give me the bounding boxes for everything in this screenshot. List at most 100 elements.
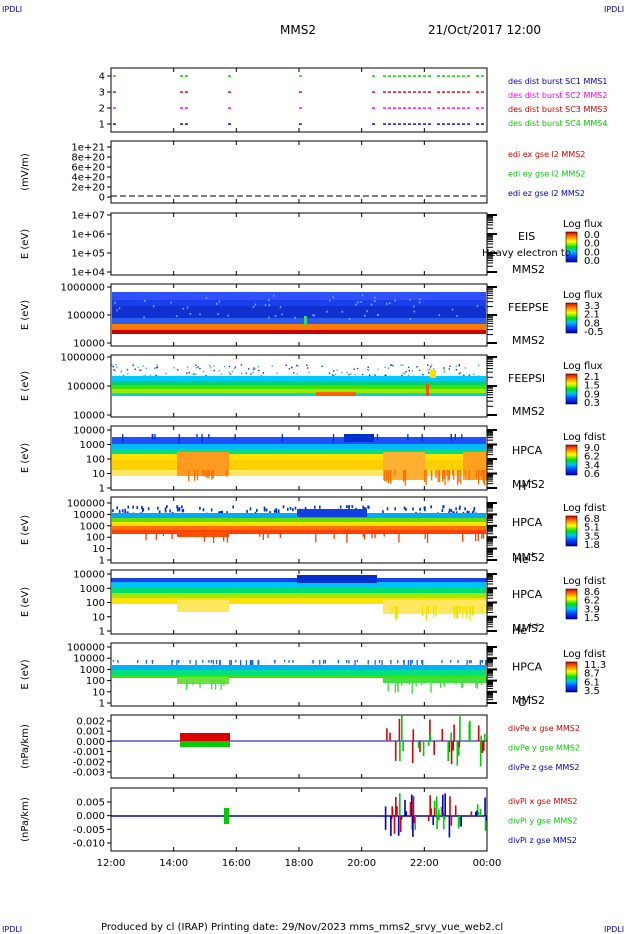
burst-mark xyxy=(452,91,455,93)
spectrogram-band xyxy=(112,530,486,534)
spectrogram-spike xyxy=(348,660,350,664)
spectrogram-speckle xyxy=(285,364,287,366)
spectrogram-speckle xyxy=(346,371,348,374)
spectrogram-band xyxy=(112,381,486,385)
spectrogram-spike xyxy=(235,660,237,663)
y-tick-label: 100000 xyxy=(67,643,105,654)
spectrogram-speckle xyxy=(292,508,294,512)
spectrogram-speckle xyxy=(281,313,283,316)
spectrogram-speckle xyxy=(195,364,197,366)
spectrogram-speckle xyxy=(241,372,243,375)
spectrogram-speckle xyxy=(231,370,234,373)
y-tick-label: 1000 xyxy=(80,521,105,532)
colorbar-value: 3.4 xyxy=(584,460,600,471)
spectrogram-block xyxy=(180,741,230,747)
spectrogram-spike xyxy=(208,470,210,479)
burst-mark xyxy=(442,123,445,125)
spectrogram-speckle xyxy=(464,507,466,511)
burst-mark xyxy=(413,107,416,109)
spectrogram-band xyxy=(112,306,486,318)
spectrogram-speckle xyxy=(405,507,407,511)
burst-mark xyxy=(447,123,450,125)
spectrogram-spike xyxy=(371,533,373,539)
spectrogram-band xyxy=(112,300,486,306)
spectrogram-spike xyxy=(479,660,481,666)
y-tick-label: 1 xyxy=(99,556,105,567)
spectrogram-speckle xyxy=(427,369,429,371)
spectrogram-spike xyxy=(456,470,459,486)
colorbar-value: 0.3 xyxy=(584,398,600,409)
divpi-spike xyxy=(409,801,412,816)
spectrogram-speckle xyxy=(448,508,451,512)
colorbar xyxy=(565,231,578,263)
spectrogram-spike xyxy=(446,470,448,476)
spectrogram-speckle xyxy=(143,316,145,319)
spectrogram-speckle xyxy=(246,509,248,513)
spectrogram-spike xyxy=(476,680,478,685)
spectrogram-speckle xyxy=(177,369,179,371)
burst-mark xyxy=(393,107,396,109)
spectrogram-spike xyxy=(117,660,119,664)
colorbar-value: 0.8 xyxy=(584,318,600,329)
y-tick-label: 1e+21 xyxy=(71,143,105,154)
y-tick-label: 0.002 xyxy=(76,717,105,728)
spectrogram-spike xyxy=(448,470,451,480)
divpe-spike xyxy=(484,733,486,741)
spectrogram-band xyxy=(112,389,486,393)
spectrogram-spike xyxy=(212,470,214,479)
y-tick-label: 2e+20 xyxy=(71,183,105,194)
spectrogram-spike xyxy=(323,660,325,664)
spectrogram-spike xyxy=(223,680,225,687)
spectrogram-spike xyxy=(452,470,454,476)
spectrogram-speckle xyxy=(202,508,205,512)
spectrogram-band xyxy=(112,330,486,334)
spectrogram-speckle xyxy=(382,510,384,514)
y-tick-label: 1e+05 xyxy=(71,249,105,260)
spectrogram-spike xyxy=(470,660,472,664)
burst-mark xyxy=(403,75,406,77)
spectrogram-speckle xyxy=(339,505,342,509)
spectrogram-spike xyxy=(288,660,290,663)
burst-mark xyxy=(398,123,401,125)
spectrogram-block xyxy=(177,600,229,612)
spectrogram-speckle xyxy=(205,297,208,300)
divpi-spike xyxy=(477,812,479,816)
spectrogram-spike xyxy=(482,533,485,539)
spectrogram-speckle xyxy=(228,365,231,368)
spectrogram-band xyxy=(112,460,486,470)
spectrogram-spike xyxy=(324,660,326,664)
colorbar-value: 11.3 xyxy=(584,660,606,671)
spectrogram-speckle xyxy=(391,364,393,366)
spectrogram-speckle xyxy=(114,370,116,372)
burst-mark xyxy=(299,91,302,93)
spectrogram-speckle xyxy=(145,367,147,369)
spectrogram-spike xyxy=(485,660,487,666)
divpe-spike xyxy=(450,732,452,741)
burst-mark xyxy=(408,75,411,77)
spectrogram-speckle xyxy=(233,367,236,370)
spectrogram-speckle xyxy=(288,368,291,370)
spectrogram-speckle xyxy=(442,505,445,509)
spectrogram-speckle xyxy=(209,367,212,369)
spectrogram-speckle xyxy=(409,298,411,301)
divpi-spike xyxy=(405,811,408,817)
spectrogram-band xyxy=(112,588,486,593)
spectrogram-block xyxy=(177,677,229,684)
divpe-spike xyxy=(456,741,459,766)
spectrogram-speckle xyxy=(120,371,123,373)
burst-mark xyxy=(457,107,460,109)
spectrogram-spike xyxy=(196,470,199,481)
spectrogram-speckle xyxy=(268,299,270,302)
spectrogram-spike xyxy=(397,680,399,691)
spectrogram-speckle xyxy=(134,368,136,370)
spectrogram-speckle xyxy=(418,369,421,372)
y-tick-label: 1000000 xyxy=(60,353,105,364)
legend-entry: des dist burst SC3 MMS3 xyxy=(508,105,607,114)
spectrogram-speckle xyxy=(413,310,416,313)
spectrogram-spike xyxy=(410,660,412,666)
spectrogram-spike xyxy=(230,660,232,665)
divpi-spike xyxy=(410,794,413,817)
burst-mark xyxy=(180,91,183,93)
y-tick-label: 1e+06 xyxy=(71,230,105,241)
spectrogram-speckle xyxy=(354,373,357,376)
